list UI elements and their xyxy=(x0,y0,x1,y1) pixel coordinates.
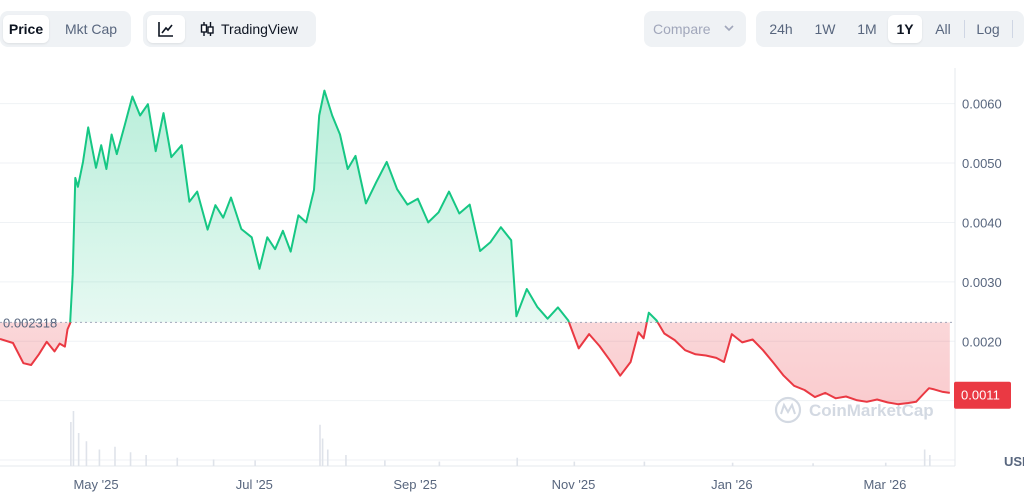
volume-bar xyxy=(731,462,734,466)
range-all[interactable]: All xyxy=(935,21,951,37)
volume-bars xyxy=(70,411,931,466)
volume-bar xyxy=(254,460,256,466)
x-tick-label: Sep '25 xyxy=(393,477,437,492)
volume-bar xyxy=(114,446,116,466)
volume-bar xyxy=(516,457,519,466)
volume-bar xyxy=(129,452,132,466)
volume-bar xyxy=(176,457,179,466)
volume-bar xyxy=(145,455,147,466)
candlestick-icon xyxy=(200,22,214,36)
y-tick-label: 0.0030 xyxy=(962,275,1002,290)
volume-bar xyxy=(212,459,215,466)
y-tick-label: 0.0040 xyxy=(962,215,1002,230)
line-chart-icon xyxy=(158,22,173,37)
range-24h[interactable]: 24h xyxy=(769,21,793,37)
price-line-below xyxy=(0,322,950,406)
tab-mkt-cap[interactable]: Mkt Cap xyxy=(64,21,118,37)
current-price-tag: 0.0011 xyxy=(954,381,1011,409)
watermark-text: CoinMarketCap xyxy=(809,401,934,420)
range-separator-end xyxy=(1012,20,1013,38)
compare-dropdown[interactable]: Compare xyxy=(644,11,746,47)
chevron-down-icon xyxy=(724,25,734,32)
range-separator xyxy=(964,20,965,38)
price-line-above xyxy=(69,89,659,323)
compare-label: Compare xyxy=(653,21,711,37)
y-tick-label: 0.0020 xyxy=(962,334,1002,349)
currency-label: USD xyxy=(1004,454,1024,469)
volume-bar xyxy=(85,441,88,466)
volume-bar xyxy=(573,461,576,466)
y-tick-label: 0.0050 xyxy=(962,156,1002,171)
chart-toolbar: Price Mkt Cap TradingView Compare 24h 1W xyxy=(0,11,1024,47)
current-price-label: 0.0011 xyxy=(961,388,1000,403)
area-above-baseline xyxy=(70,90,658,323)
line-chart-button[interactable] xyxy=(147,15,185,43)
volume-bar xyxy=(77,433,80,466)
area-below-baseline xyxy=(0,322,950,405)
x-tick-label: Jul '25 xyxy=(236,477,273,492)
volume-bar xyxy=(326,449,329,466)
volume-bar xyxy=(321,438,324,466)
current-price-badge xyxy=(954,381,1011,409)
metric-tab-group: Price Mkt Cap xyxy=(0,11,131,47)
tradingview-label: TradingView xyxy=(221,21,299,37)
range-1w[interactable]: 1W xyxy=(814,21,836,37)
range-tab-group: 24h 1W 1M 1Y All Log xyxy=(756,11,1024,47)
tradingview-button[interactable]: TradingView xyxy=(193,15,313,43)
volume-bar xyxy=(438,461,441,466)
coinmarketcap-watermark: CoinMarketCap xyxy=(774,396,934,424)
range-1y[interactable]: 1Y xyxy=(888,15,922,43)
volume-bar xyxy=(643,461,646,466)
volume-bar xyxy=(929,455,931,466)
volume-bar xyxy=(923,449,926,466)
volume-bar xyxy=(884,462,887,466)
view-tab-group: TradingView xyxy=(143,11,316,47)
volume-bar xyxy=(72,411,75,466)
grid-lines xyxy=(0,103,955,461)
volume-bar xyxy=(319,424,321,466)
tab-price[interactable]: Price xyxy=(3,15,49,43)
x-axis-ticks: May '25 Jul '25 Sep '25 Nov '25 Jan '26 Mar '… xyxy=(73,477,906,492)
volume-bar xyxy=(812,463,814,466)
volume-bar xyxy=(98,449,101,466)
x-tick-label: May '25 xyxy=(73,477,118,492)
volume-bar xyxy=(70,422,72,466)
x-tick-label: Mar '26 xyxy=(863,477,906,492)
y-axis-ticks: 0.0060 0.0050 0.0040 0.0030 0.0020 xyxy=(962,97,1002,350)
range-1m[interactable]: 1M xyxy=(857,21,877,37)
volume-bar xyxy=(384,460,386,466)
y-tick-label: 0.0060 xyxy=(962,97,1002,112)
coinmarketcap-logo-icon xyxy=(774,396,802,424)
scale-log[interactable]: Log xyxy=(976,21,1000,37)
baseline-label: 0.002318 xyxy=(3,315,57,330)
volume-bar xyxy=(345,455,347,466)
x-tick-label: Nov '25 xyxy=(552,477,596,492)
x-tick-label: Jan '26 xyxy=(711,477,753,492)
